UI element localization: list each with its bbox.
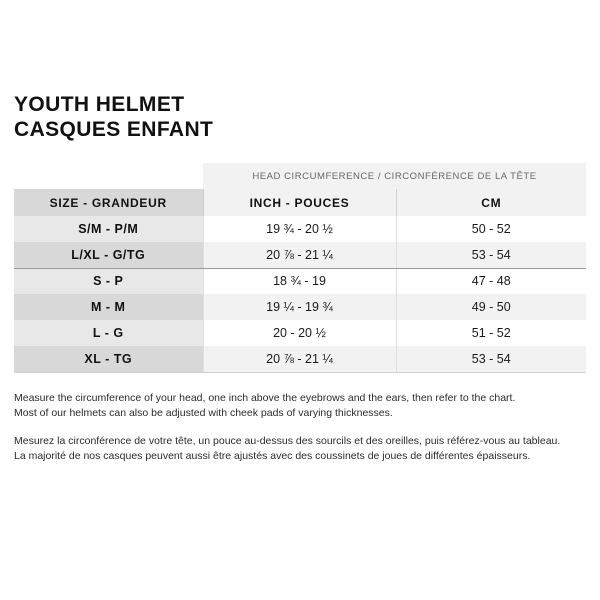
cell-size: L - G	[14, 320, 203, 346]
footnotes: Measure the circumference of your head, …	[14, 391, 586, 463]
table-row: L - G 20 - 20 ½ 51 - 52	[14, 320, 586, 346]
group-header-blank-cell	[14, 163, 203, 189]
cell-cm: 50 - 52	[395, 216, 586, 242]
table-row: XL - TG 20 ⅞ - 21 ¼ 53 - 54	[14, 346, 586, 373]
table-row: L/XL - G/TG 20 ⅞ - 21 ¼ 53 - 54	[14, 242, 586, 269]
cell-size: S - P	[14, 268, 203, 294]
table-head: HEAD CIRCUMFERENCE / CIRCONFÉRENCE DE LA…	[14, 163, 586, 216]
footnote-french: Mesurez la circonférence de votre tête, …	[14, 434, 586, 463]
cell-inch: 19 ¼ - 19 ¾	[202, 294, 396, 320]
group-header-row: HEAD CIRCUMFERENCE / CIRCONFÉRENCE DE LA…	[14, 163, 586, 189]
cell-size: L/XL - G/TG	[14, 242, 203, 269]
cell-inch: 18 ¾ - 19	[202, 268, 396, 294]
footnote-english: Measure the circumference of your head, …	[14, 391, 586, 420]
column-header-inch: INCH - POUCES	[202, 189, 396, 216]
cell-inch: 20 - 20 ½	[202, 320, 396, 346]
size-chart-table: HEAD CIRCUMFERENCE / CIRCONFÉRENCE DE LA…	[14, 163, 586, 373]
cell-size: XL - TG	[14, 346, 203, 373]
cell-cm: 53 - 54	[395, 242, 586, 269]
page-title: YOUTH HELMET CASQUES ENFANT	[14, 92, 574, 142]
title-line-english: YOUTH HELMET	[14, 93, 185, 116]
cell-inch: 19 ¾ - 20 ½	[202, 216, 396, 242]
column-header-size: SIZE - GRANDEUR	[14, 189, 203, 216]
footnote-english-line-2: Most of our helmets can also be adjusted…	[14, 406, 393, 419]
cell-cm: 51 - 52	[395, 320, 586, 346]
cell-cm: 47 - 48	[395, 268, 586, 294]
footnote-french-line-1: Mesurez la circonférence de votre tête, …	[14, 435, 561, 447]
cell-inch: 20 ⅞ - 21 ¼	[202, 242, 396, 269]
title-line-french: CASQUES ENFANT	[14, 118, 214, 141]
column-header-cm: CM	[395, 189, 586, 216]
cell-cm: 49 - 50	[395, 294, 586, 320]
cell-inch: 20 ⅞ - 21 ¼	[202, 346, 396, 373]
footnote-french-line-2: La majorité de nos casques peuvent aussi…	[14, 449, 531, 462]
group-header-head-circumference: HEAD CIRCUMFERENCE / CIRCONFÉRENCE DE LA…	[203, 163, 586, 189]
cell-size: S/M - P/M	[14, 216, 203, 242]
table-row: M - M 19 ¼ - 19 ¾ 49 - 50	[14, 294, 586, 320]
table-row: S/M - P/M 19 ¾ - 20 ½ 50 - 52	[14, 216, 586, 242]
cell-size: M - M	[14, 294, 203, 320]
table-row: S - P 18 ¾ - 19 47 - 48	[14, 268, 586, 294]
column-header-row: SIZE - GRANDEUR INCH - POUCES CM	[14, 189, 586, 216]
table-body: S/M - P/M 19 ¾ - 20 ½ 50 - 52 L/XL - G/T…	[14, 216, 586, 373]
cell-cm: 53 - 54	[395, 346, 586, 373]
footnote-english-line-1: Measure the circumference of your head, …	[14, 392, 516, 404]
